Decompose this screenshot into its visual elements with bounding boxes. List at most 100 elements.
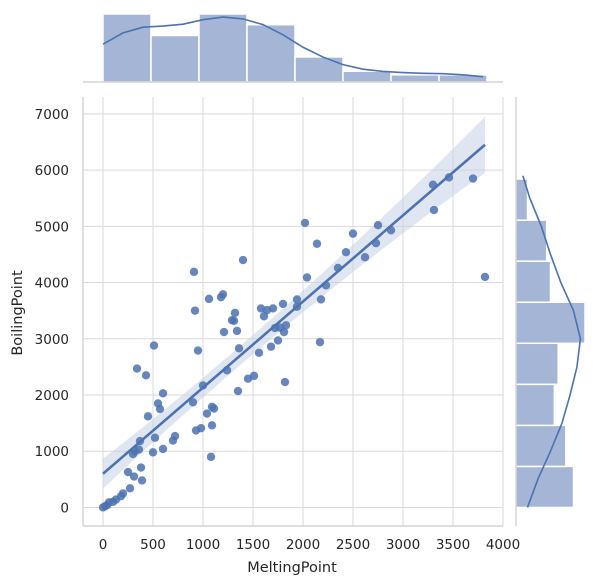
marginal-x-bar xyxy=(294,56,344,83)
data-point xyxy=(302,273,312,282)
data-point xyxy=(132,364,142,373)
data-point xyxy=(315,337,325,347)
data-point xyxy=(198,381,208,390)
data-point xyxy=(219,327,229,337)
data-point xyxy=(123,467,133,477)
data-point xyxy=(348,229,358,238)
marginal-x-bar xyxy=(150,34,200,83)
marginal-y-bar xyxy=(515,383,556,427)
data-point xyxy=(188,398,198,407)
data-point xyxy=(238,255,248,265)
data-point xyxy=(148,448,158,457)
data-point xyxy=(386,226,396,235)
y-tick-label: 5000 xyxy=(35,219,69,235)
y-tick-label: 0 xyxy=(60,500,69,516)
x-tick-label: 500 xyxy=(140,537,166,553)
data-point xyxy=(233,386,243,396)
x-tick-label: 1000 xyxy=(186,537,220,553)
marginal-y-bar xyxy=(515,301,586,345)
data-point xyxy=(206,452,216,462)
joint-scatter-panel: 0 500 1000 1500 2000 2500 3000 3500 4000 0 1000 20… xyxy=(35,97,520,553)
data-point xyxy=(333,263,343,273)
data-point xyxy=(202,409,212,418)
data-point xyxy=(158,389,168,398)
data-point xyxy=(429,205,439,215)
data-point xyxy=(190,306,200,315)
x-axis-label: MeltingPoint xyxy=(247,560,337,576)
marginal-y-bar xyxy=(515,465,575,509)
data-point xyxy=(321,281,331,290)
data-point xyxy=(158,444,168,454)
y-tick-label: 3000 xyxy=(35,332,69,348)
marginal-x-panel xyxy=(83,13,503,83)
x-tick-label: 3000 xyxy=(386,537,420,553)
data-point xyxy=(281,321,291,330)
data-point xyxy=(135,436,145,446)
data-point xyxy=(266,342,276,351)
x-tick-label: 4000 xyxy=(486,537,520,553)
data-point xyxy=(204,294,214,304)
data-point xyxy=(125,484,135,493)
data-point xyxy=(229,316,239,325)
data-point xyxy=(279,327,289,337)
data-point xyxy=(209,404,219,413)
data-point xyxy=(230,308,240,318)
data-point xyxy=(341,247,351,257)
y-axis-label: BoilingPoint xyxy=(10,270,26,356)
marginal-x-bar xyxy=(198,13,248,83)
data-point xyxy=(268,304,278,313)
x-tick-labels: 0 500 1000 1500 2000 2500 3000 3500 4000 xyxy=(99,537,520,553)
data-point xyxy=(468,174,478,183)
axis-spines xyxy=(82,97,503,527)
marginal-x-bar xyxy=(102,13,152,83)
data-point xyxy=(137,476,147,485)
data-point xyxy=(150,433,160,442)
marginal-x-bar xyxy=(390,74,440,83)
data-point xyxy=(312,239,322,248)
data-point xyxy=(143,412,153,421)
data-point xyxy=(129,472,139,481)
data-point xyxy=(218,290,228,299)
marginal-x-bar xyxy=(246,23,296,83)
data-point xyxy=(141,371,151,380)
marginal-x-bar xyxy=(342,70,392,83)
y-tick-label: 4000 xyxy=(35,276,69,292)
confidence-band xyxy=(103,116,485,489)
data-point xyxy=(134,445,144,454)
data-point xyxy=(292,302,302,311)
y-tick-label: 7000 xyxy=(35,107,69,123)
marginal-y-bar xyxy=(515,342,559,386)
data-point xyxy=(222,366,232,375)
data-point xyxy=(170,431,180,441)
x-tick-label: 3500 xyxy=(436,537,470,553)
data-point xyxy=(189,267,199,277)
x-tick-label: 2500 xyxy=(336,537,370,553)
data-point xyxy=(118,489,128,498)
data-point xyxy=(273,336,283,345)
x-tick-label: 1500 xyxy=(236,537,270,553)
data-point xyxy=(196,423,206,433)
marginal-x-kde xyxy=(102,16,484,78)
data-point xyxy=(155,404,165,414)
data-point xyxy=(193,346,203,355)
data-point xyxy=(280,377,290,387)
data-point xyxy=(292,295,302,304)
data-point xyxy=(207,421,217,430)
data-point xyxy=(371,238,381,248)
regression-fit xyxy=(102,116,486,489)
data-point xyxy=(234,344,244,353)
marginal-y-bar xyxy=(515,260,552,303)
x-tick-label: 2000 xyxy=(286,537,320,553)
data-point xyxy=(373,220,383,230)
data-point xyxy=(444,173,454,182)
marginal-y-panel xyxy=(515,97,586,526)
marginal-y-kde xyxy=(522,175,582,508)
data-point xyxy=(254,348,264,358)
data-point xyxy=(316,295,326,304)
data-point xyxy=(278,299,288,309)
data-point xyxy=(300,218,310,228)
y-tick-label: 1000 xyxy=(35,444,69,460)
data-point xyxy=(249,371,259,381)
data-point xyxy=(232,326,242,336)
